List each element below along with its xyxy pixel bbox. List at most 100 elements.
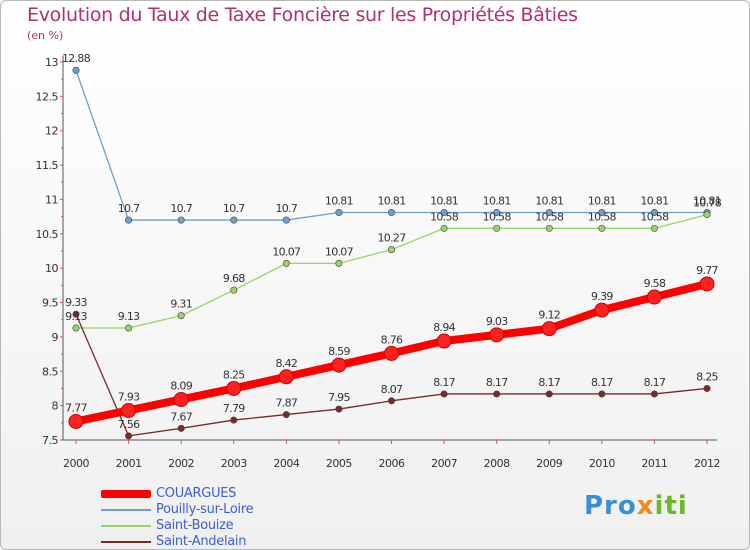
y-tick-label: 12.5	[36, 90, 59, 103]
x-tick-label: 2008	[484, 457, 510, 470]
data-point-couargues	[173, 391, 189, 407]
data-label-pouilly-sur-loire: 10.81	[588, 195, 616, 208]
data-label-saint-andelain: 8.17	[538, 376, 560, 389]
legend-item-saint-andelain[interactable]: Saint-Andelain	[101, 534, 351, 549]
data-label-couargues: 8.94	[433, 321, 455, 334]
data-point-saint-bouize	[177, 312, 185, 320]
data-point-saint-andelain	[650, 390, 658, 398]
data-point-couargues	[331, 357, 347, 373]
data-label-couargues: 8.42	[275, 357, 297, 370]
data-label-saint-bouize: 10.07	[272, 245, 301, 258]
data-label-couargues: 8.76	[381, 333, 403, 346]
data-label-pouilly-sur-loire: 10.7	[275, 202, 297, 215]
data-point-couargues	[594, 302, 610, 318]
data-point-couargues	[646, 289, 662, 305]
data-point-saint-bouize	[545, 224, 553, 232]
data-label-saint-andelain: 8.17	[433, 376, 455, 389]
data-label-couargues: 7.77	[65, 401, 87, 414]
data-point-pouilly-sur-loire	[387, 209, 395, 217]
data-point-saint-bouize	[335, 259, 343, 267]
legend-item-couargues[interactable]: COUARGUES	[101, 486, 351, 502]
data-label-couargues: 7.93	[118, 390, 140, 403]
data-label-saint-bouize: 9.68	[223, 272, 245, 285]
legend-label-saint-andelain: Saint-Andelain	[156, 534, 247, 549]
data-point-couargues	[68, 413, 84, 429]
data-label-couargues: 8.59	[328, 345, 350, 358]
x-tick-label: 2004	[273, 457, 299, 470]
logo-part-1: Pro	[584, 491, 637, 521]
data-label-saint-andelain: 7.67	[170, 410, 192, 423]
data-point-saint-andelain	[230, 416, 238, 424]
data-point-saint-andelain	[335, 405, 343, 413]
chart-title: Evolution du Taux de Taxe Foncière sur l…	[27, 4, 578, 26]
data-point-pouilly-sur-loire	[72, 66, 80, 74]
data-label-pouilly-sur-loire: 10.81	[378, 195, 406, 208]
data-label-saint-bouize: 9.31	[170, 298, 192, 311]
data-label-couargues: 9.77	[696, 264, 718, 277]
legend-label-pouilly-sur-loire: Pouilly-sur-Loire	[156, 502, 254, 517]
data-label-saint-andelain: 7.95	[328, 391, 350, 404]
data-label-pouilly-sur-loire: 10.81	[483, 195, 511, 208]
data-point-saint-bouize	[703, 211, 711, 219]
data-point-saint-andelain	[598, 390, 606, 398]
legend-swatch-saint-andelain	[101, 541, 151, 543]
y-tick-label: 13	[45, 56, 58, 69]
data-point-saint-bouize	[598, 224, 606, 232]
data-point-saint-bouize	[650, 224, 658, 232]
x-tick-label: 2010	[589, 457, 615, 470]
data-label-saint-andelain: 7.79	[223, 402, 245, 415]
data-label-saint-andelain: 9.33	[65, 296, 87, 309]
data-label-pouilly-sur-loire: 10.7	[223, 202, 245, 215]
data-point-pouilly-sur-loire	[282, 216, 290, 224]
y-tick-label: 7.5	[42, 434, 58, 447]
data-label-saint-bouize: 9.13	[65, 310, 87, 323]
y-tick-label: 10.5	[36, 228, 59, 241]
data-point-couargues	[699, 276, 715, 292]
y-tick-label: 11	[45, 193, 58, 206]
data-label-saint-bouize: 10.07	[325, 245, 354, 258]
data-label-pouilly-sur-loire: 10.81	[325, 195, 353, 208]
data-point-saint-bouize	[493, 224, 501, 232]
legend-label-couargues: COUARGUES	[156, 486, 237, 501]
data-point-saint-andelain	[72, 310, 80, 318]
data-label-saint-andelain: 8.25	[696, 370, 718, 383]
data-point-couargues	[489, 327, 505, 343]
data-point-pouilly-sur-loire	[545, 209, 553, 217]
data-label-saint-andelain: 7.56	[118, 418, 140, 431]
data-point-couargues	[278, 369, 294, 385]
legend-item-pouilly-sur-loire[interactable]: Pouilly-sur-Loire	[101, 502, 351, 518]
data-point-saint-bouize	[387, 246, 395, 254]
data-label-saint-andelain: 8.17	[591, 376, 613, 389]
x-tick-label: 2011	[641, 457, 667, 470]
data-label-pouilly-sur-loire: 10.81	[640, 195, 668, 208]
data-label-saint-bouize: 10.58	[430, 210, 459, 223]
data-label-saint-andelain: 7.87	[275, 397, 297, 410]
y-tick-label: 11.5	[36, 159, 59, 172]
data-point-pouilly-sur-loire	[125, 216, 133, 224]
y-tick-label: 9.5	[42, 297, 58, 310]
data-point-couargues	[541, 321, 557, 337]
data-point-pouilly-sur-loire	[440, 209, 448, 217]
data-point-saint-andelain	[703, 384, 711, 392]
data-label-pouilly-sur-loire: 10.7	[118, 202, 140, 215]
legend-label-saint-bouize: Saint-Bouize	[156, 518, 234, 533]
legend-item-saint-bouize[interactable]: Saint-Bouize	[101, 518, 351, 534]
data-point-saint-bouize	[72, 324, 80, 332]
data-label-saint-bouize: 10.78	[693, 197, 722, 210]
x-tick-label: 2009	[536, 457, 562, 470]
data-point-couargues	[121, 402, 137, 418]
data-label-saint-andelain: 8.07	[381, 383, 403, 396]
data-label-couargues: 8.25	[223, 368, 245, 381]
data-label-saint-bouize: 10.58	[535, 210, 564, 223]
legend: COUARGUES Pouilly-sur-Loire Saint-Bouize…	[101, 486, 351, 549]
data-point-couargues	[436, 333, 452, 349]
data-label-saint-bouize: 10.58	[640, 210, 669, 223]
legend-swatch-saint-bouize	[101, 525, 151, 527]
x-tick-label: 2006	[379, 457, 405, 470]
x-tick-label: 2001	[116, 457, 142, 470]
data-point-saint-andelain	[282, 411, 290, 419]
data-label-couargues: 8.09	[170, 379, 192, 392]
x-tick-label: 2007	[431, 457, 457, 470]
